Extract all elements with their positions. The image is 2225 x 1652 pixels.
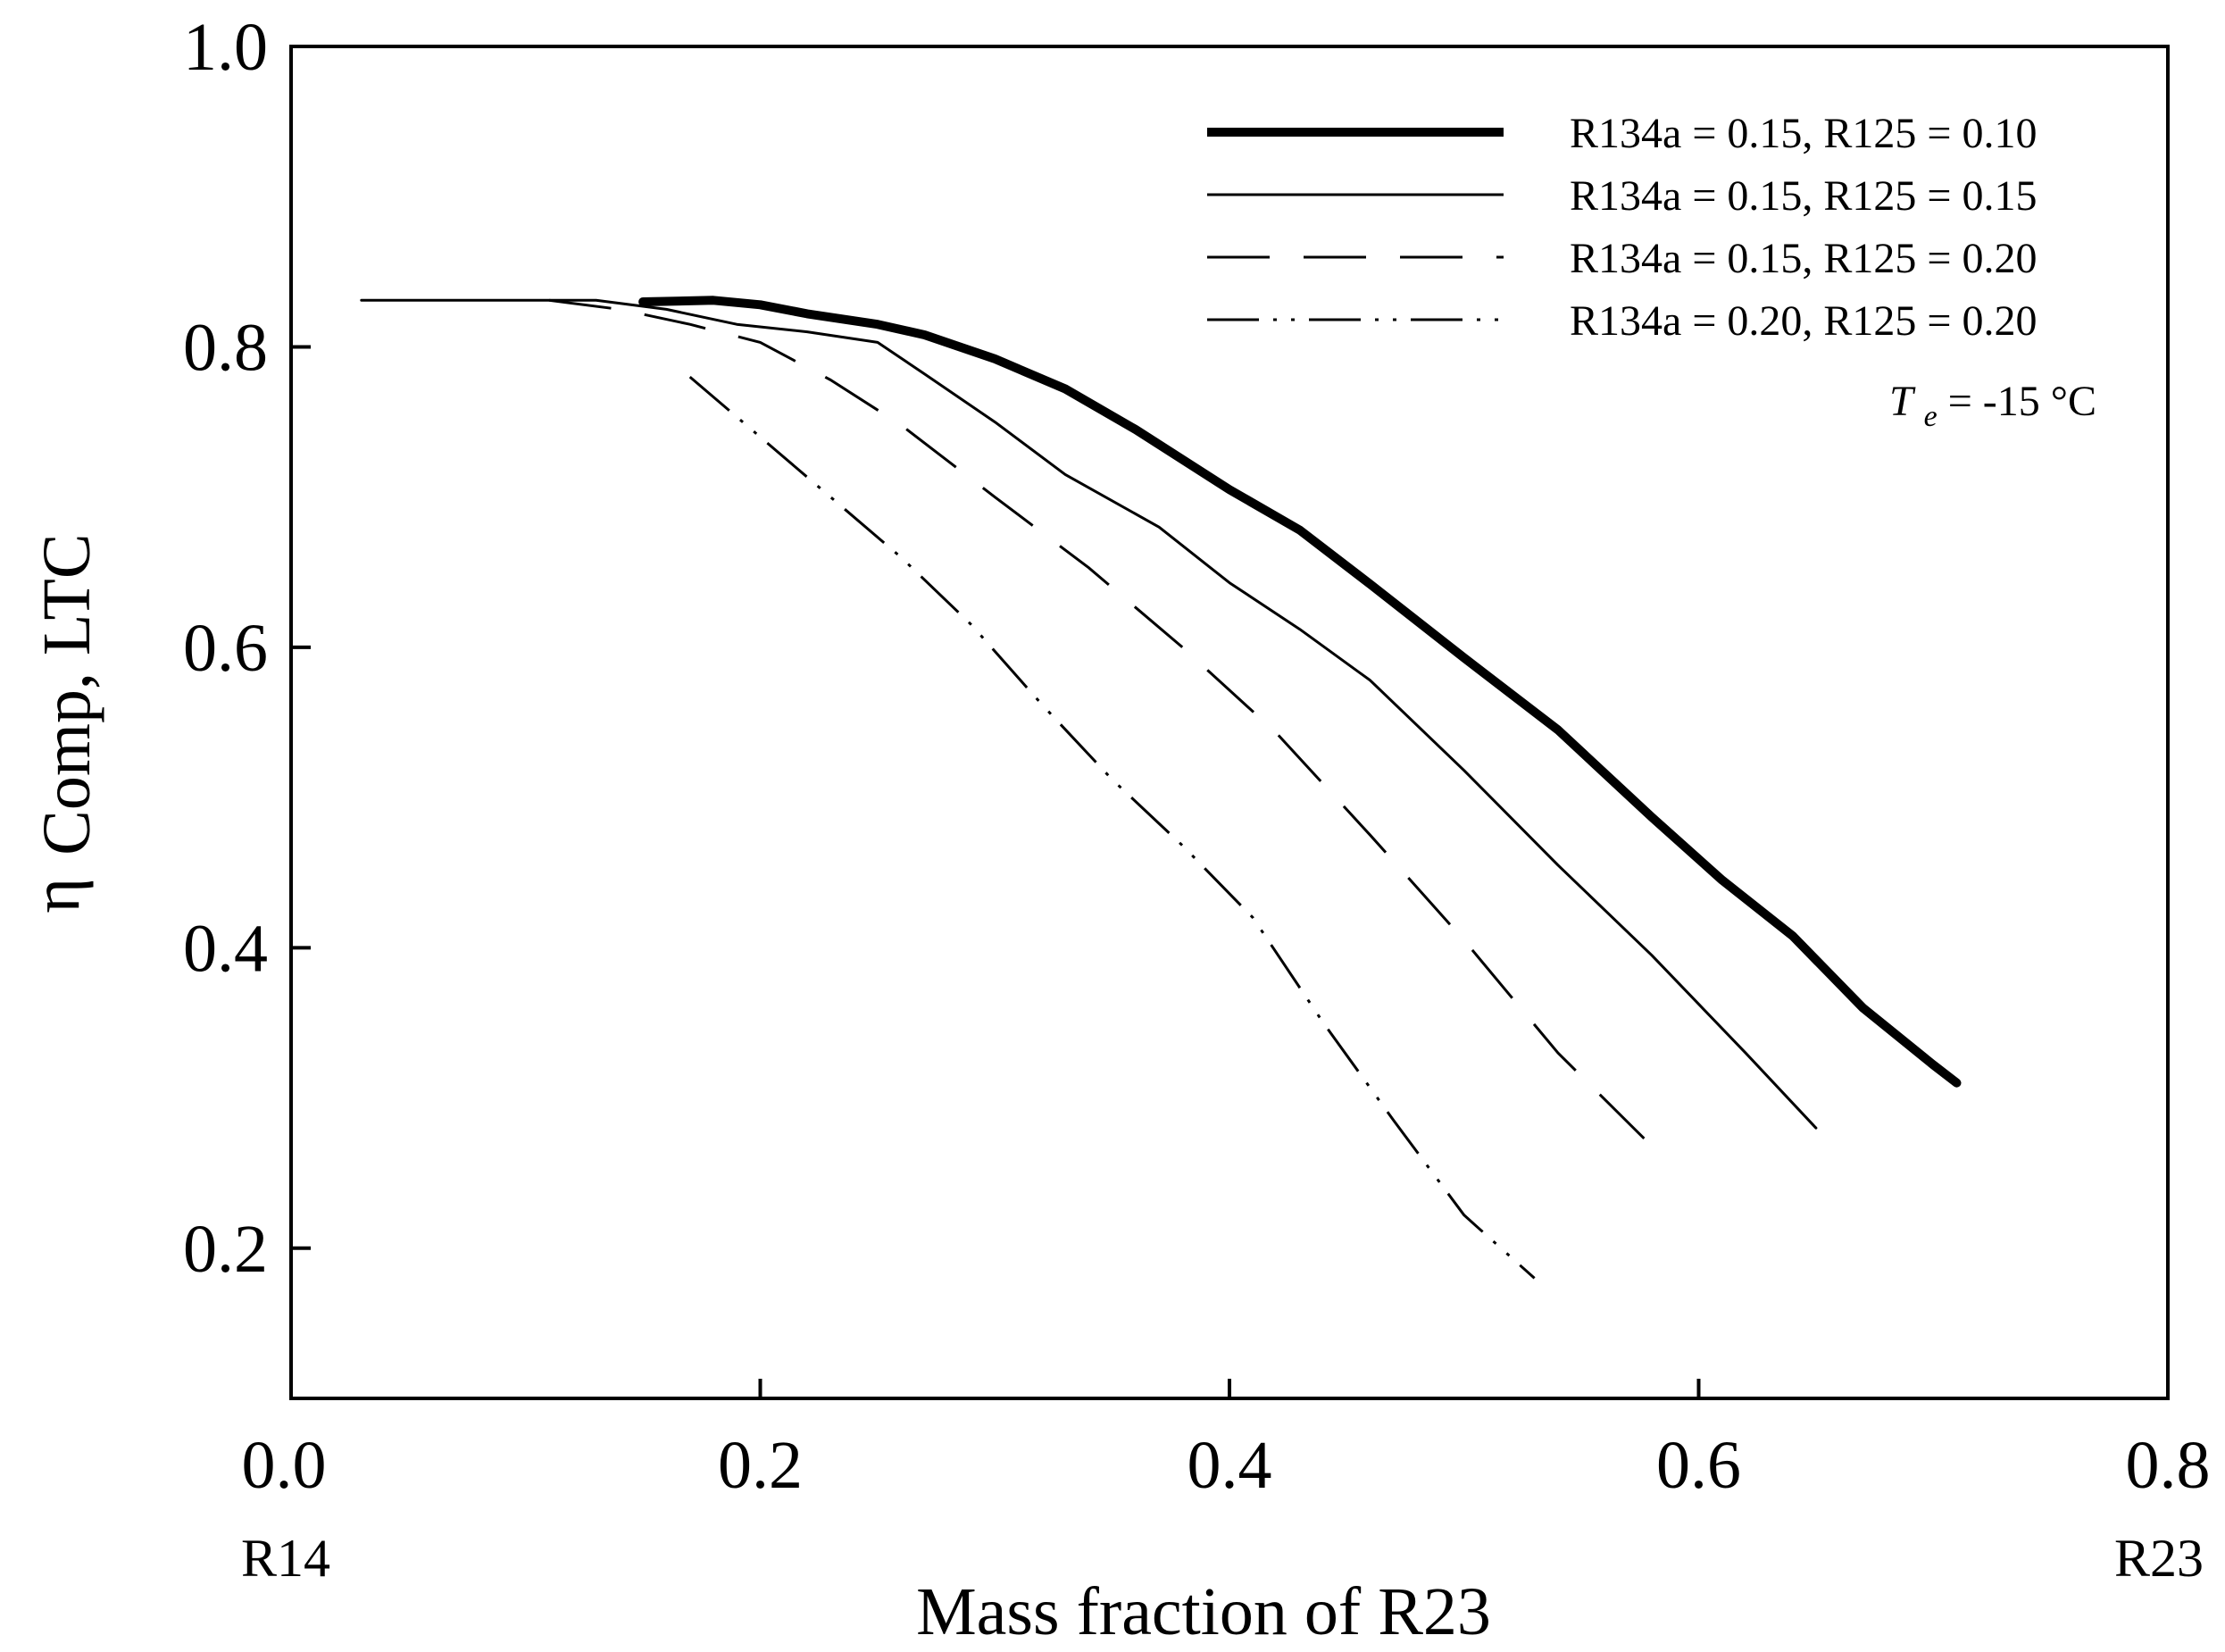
x-end-label-right: R23 — [2114, 1529, 2204, 1588]
x-axis-ticks: 0.0 0.2 0.4 0.6 0.8 — [242, 1379, 2211, 1503]
y-axis-ticks: 0.2 0.4 0.6 0.8 1.0 — [183, 10, 311, 1287]
y-tick-label-4: 1.0 — [183, 10, 268, 85]
series-layer — [360, 296, 1962, 1280]
legend: R134a = 0.15, R125 = 0.10 R134a = 0.15, R… — [1207, 110, 2037, 345]
x-tick-label-0: 0.0 — [242, 1428, 327, 1503]
svg-text:η Comp, LTC: η Comp, LTC — [19, 533, 104, 913]
legend-label-2: R134a = 0.15, R125 = 0.20 — [1570, 235, 2037, 282]
y-tick-label-0: 0.2 — [183, 1212, 268, 1287]
y-tick-label-2: 0.6 — [183, 611, 268, 686]
y-axis-title: η Comp, LTC — [19, 533, 104, 913]
series-line-2 — [548, 298, 1653, 1147]
y-tick-label-3: 0.8 — [183, 310, 268, 385]
series-line-0 — [638, 296, 1962, 1088]
y-tick-label-1: 0.4 — [183, 911, 268, 986]
x-tick-label-2: 0.4 — [1188, 1428, 1272, 1503]
y-axis-subscript: Comp, LTC — [29, 533, 104, 855]
x-tick-label-3: 0.6 — [1656, 1428, 1741, 1503]
temperature-annotation: T e = -15 °C — [1889, 378, 2096, 436]
y-axis-symbol: η — [19, 878, 94, 914]
x-tick-label-4: 0.8 — [2126, 1428, 2211, 1503]
series-line-1 — [360, 298, 1818, 1130]
legend-label-3: R134a = 0.20, R125 = 0.20 — [1570, 297, 2037, 345]
x-tick-label-1: 0.2 — [718, 1428, 803, 1503]
x-axis-title: Mass fraction of R23 — [916, 1574, 1491, 1649]
legend-label-1: R134a = 0.15, R125 = 0.15 — [1570, 172, 2037, 220]
legend-label-0: R134a = 0.15, R125 = 0.10 — [1570, 110, 2037, 157]
series-line-3 — [688, 375, 1536, 1280]
x-end-label-left: R14 — [241, 1529, 330, 1588]
